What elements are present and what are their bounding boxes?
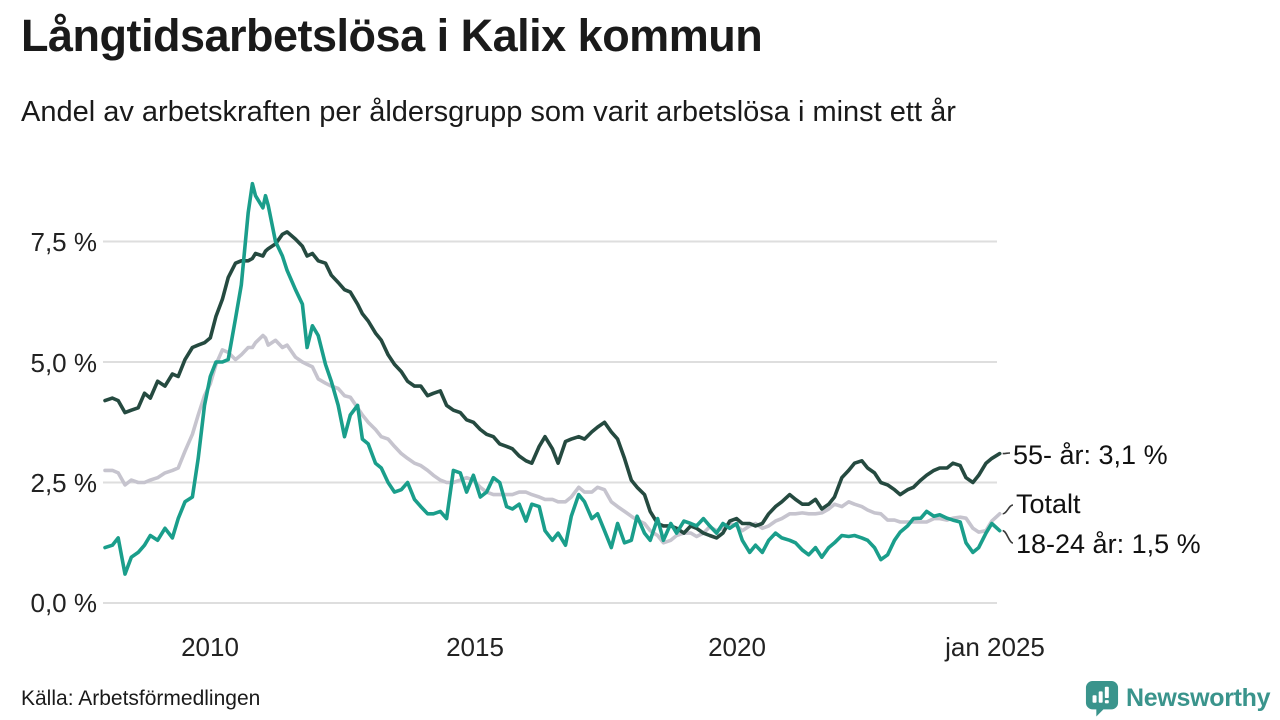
x-tick-jan-2025: jan 2025 — [945, 632, 1045, 662]
label-connector-lines — [1002, 452, 1014, 544]
y-tick-2-5: 2,5 % — [30, 468, 98, 498]
newsworthy-wordmark: Newsworthy — [1126, 684, 1271, 712]
y-tick-0-0: 0,0 % — [30, 588, 98, 618]
series-label-totalt: Totalt — [1016, 489, 1081, 519]
newsworthy-logo: Newsworthy — [1085, 680, 1271, 717]
series-label-55: 55- år: 3,1 % — [1013, 440, 1168, 470]
source-credit: Källa: Arbetsförmedlingen — [21, 687, 261, 710]
newsworthy-bubble-chart-icon — [1085, 680, 1119, 717]
x-tick-2020: 2020 — [708, 632, 766, 662]
x-tick-2015: 2015 — [446, 632, 504, 662]
y-tick-7-5: 7,5 % — [30, 227, 98, 257]
series-label-18-24: 18-24 år: 1,5 % — [1016, 529, 1201, 559]
gridlines — [103, 240, 997, 604]
chart-subtitle: Andel av arbetskraften per åldersgrupp s… — [21, 96, 956, 128]
page-title: Långtidsarbetslösa i Kalix kommun — [21, 10, 763, 61]
y-tick-5-0: 5,0 % — [30, 348, 98, 378]
chart-series-lines — [103, 181, 1002, 576]
x-tick-2010: 2010 — [181, 632, 239, 662]
